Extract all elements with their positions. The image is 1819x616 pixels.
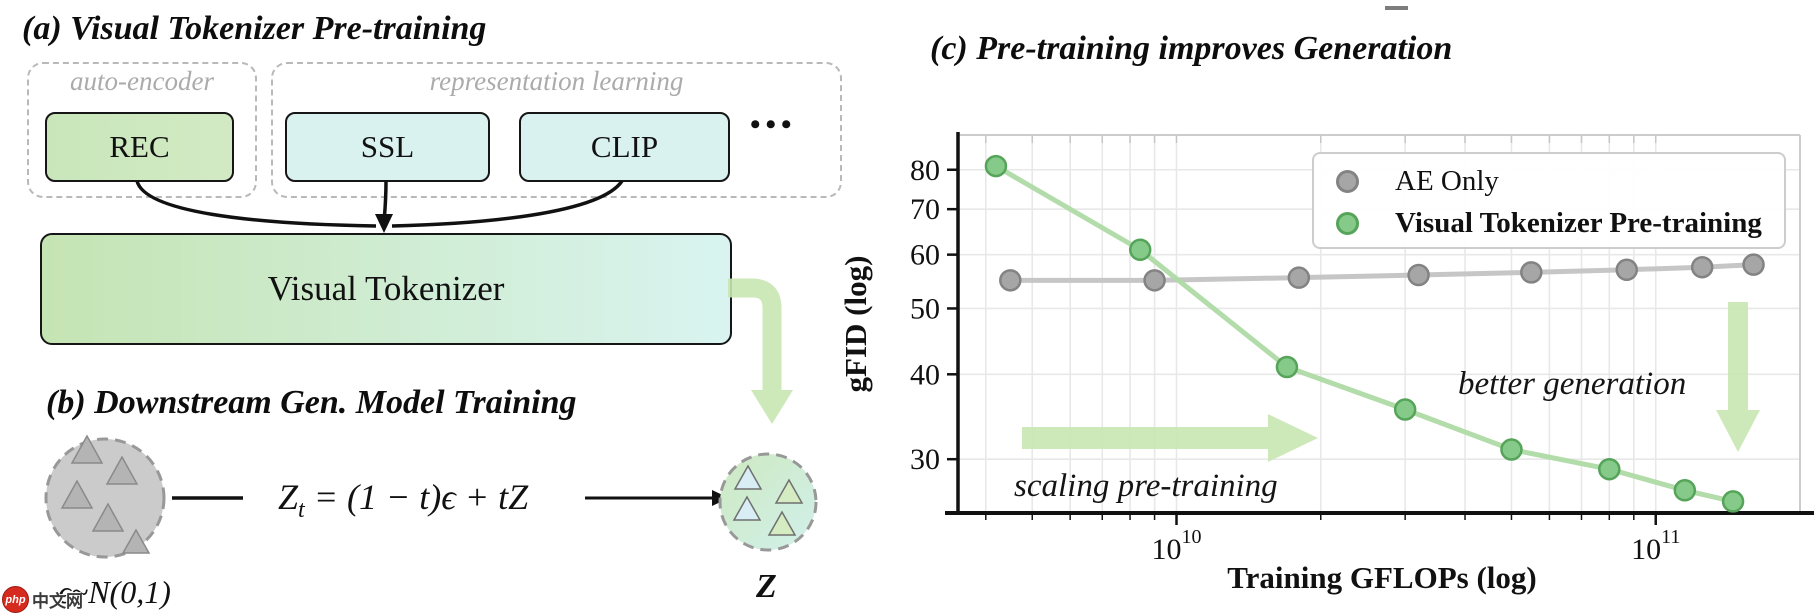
noise-distribution-label: ϵ~N(0,1) [58, 574, 171, 610]
data-point [1287, 266, 1311, 289]
data-point [1721, 490, 1745, 513]
legend-label-ae-only: AE Only [1395, 164, 1499, 197]
better-generation-down-arrow-icon [1716, 302, 1760, 452]
arrowhead-icon [375, 214, 393, 233]
watermark-text: 中文网 [32, 592, 83, 611]
triangle-icon [732, 495, 762, 521]
triangle-icon [105, 455, 139, 485]
y-tick-label: 60 [910, 239, 940, 272]
visual-tokenizer-box: Visual Tokenizer [40, 233, 732, 345]
data-point [1690, 255, 1714, 279]
flow-matching-equation: Zt = (1 − t)ϵ + tZ [278, 476, 528, 524]
chart-legend: AE Only Visual Tokenizer Pre-training [1312, 152, 1786, 249]
y-tick-label: 70 [910, 193, 940, 226]
series-line-0 [1007, 262, 1757, 283]
legend-label-pretraining: Visual Tokenizer Pre-training [1395, 206, 1762, 239]
panel-b-title: (b) Downstream Gen. Model Training [46, 384, 577, 421]
gray-dot-icon [1336, 169, 1359, 193]
y-axis-title: gFID (log) [838, 256, 873, 393]
y-tick-label: 30 [910, 443, 940, 476]
scaling-right-arrow-icon [1022, 414, 1318, 462]
latent-circle-outline [718, 452, 818, 552]
data-point [1393, 398, 1417, 421]
noise-triangles [60, 434, 151, 554]
data-point [1520, 261, 1543, 284]
data-point [984, 154, 1008, 178]
representation-learning-label: representation learning [429, 66, 684, 96]
more-methods-dots: ••• [750, 108, 797, 141]
data-point [1673, 479, 1697, 502]
triangle-icon [91, 502, 125, 532]
y-tick-label: 50 [910, 292, 940, 325]
latent-triangles [732, 464, 804, 536]
x-tick-label: 1010 [1151, 526, 1201, 566]
tokenizer-to-latent-arrow [728, 278, 793, 424]
triangle-icon [60, 479, 94, 509]
scaling-pretraining-annotation: scaling pre-training [1014, 468, 1278, 504]
noise-circle-outline [44, 437, 166, 559]
triangle-icon [774, 478, 804, 504]
elbow-arrowhead-icon [751, 390, 793, 424]
data-point [1275, 355, 1299, 379]
data-point [1143, 269, 1166, 292]
triangle-icon [767, 510, 797, 536]
arrowhead-icon [712, 490, 729, 506]
equation-lhs: Z [278, 477, 299, 517]
triangle-icon [70, 434, 104, 464]
legend-row-pretraining: Visual Tokenizer Pre-training [1314, 202, 1784, 244]
panel-a-title: (a) Visual Tokenizer Pre-training [22, 10, 487, 47]
data-point [1742, 253, 1765, 276]
triangle-icon [121, 528, 151, 554]
site-watermark: php 中文网 [2, 586, 83, 613]
better-generation-annotation: better generation [1458, 366, 1687, 402]
x-axis-title: Training GFLOPs (log) [1227, 560, 1536, 595]
equation-right-arrow [585, 490, 729, 506]
rec-box: REC [45, 112, 234, 182]
data-point [1407, 263, 1430, 287]
latent-circle [718, 452, 818, 552]
legend-row-ae-only: AE Only [1314, 160, 1784, 202]
noise-circle [44, 434, 166, 559]
data-point [1500, 438, 1523, 461]
equation-lhs-subscript: t [298, 497, 305, 524]
y-tick-label: 80 [910, 154, 940, 187]
panel-c-title: (c) Pre-training improves Generation [930, 30, 1453, 67]
php-logo-icon: php [2, 586, 29, 613]
green-dot-icon [1336, 211, 1359, 235]
equation-rhs: = (1 − t)ϵ + tZ [304, 477, 529, 517]
y-tick-label: 40 [910, 358, 940, 391]
ssl-box: SSL [285, 112, 490, 182]
x-tick-label: 1011 [1631, 526, 1680, 566]
data-point [999, 269, 1022, 292]
elbow-arrow-shaft [728, 278, 782, 392]
auto-encoder-label: auto-encoder [70, 66, 214, 96]
triangle-icon [733, 464, 763, 490]
clip-box: CLIP [519, 112, 730, 182]
data-point [1615, 258, 1639, 282]
stray-mark [1385, 6, 1408, 10]
data-point [1128, 238, 1152, 262]
data-point [1598, 457, 1621, 481]
latent-z-label: Z [756, 568, 777, 605]
